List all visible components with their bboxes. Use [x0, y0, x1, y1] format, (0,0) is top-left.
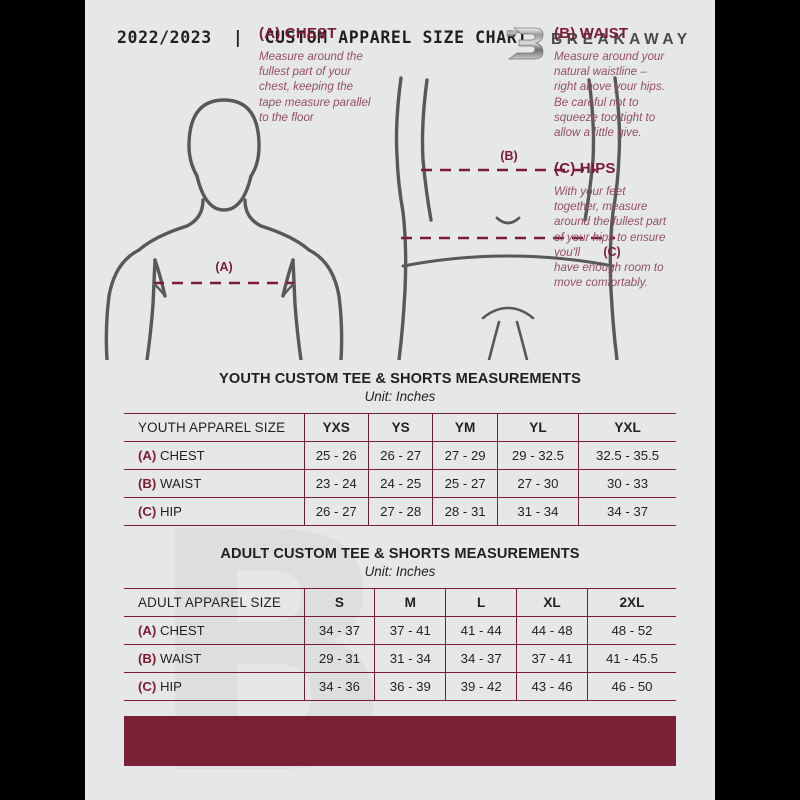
adult-col-0: S	[303, 588, 375, 617]
adult-row-2-tag: (C)	[138, 679, 157, 694]
youth-unit-text: Unit: Inches	[364, 389, 436, 404]
adult-section-title: ADULT CUSTOM TEE & SHORTS MEASUREMENTS U…	[85, 546, 715, 579]
youth-cell-0-1: 26 - 27	[367, 441, 433, 470]
youth-cell-0-0: 25 - 26	[303, 441, 369, 470]
chest-line-label: (A)	[215, 260, 232, 274]
adult-cell-1-3: 37 - 41	[516, 644, 588, 673]
adult-cell-0-3: 44 - 48	[516, 616, 588, 645]
youth-row-0-label: (A) CHEST	[124, 441, 304, 470]
callout-waist-heading: (B) WAIST	[554, 25, 629, 42]
adult-size-label: ADULT APPAREL SIZE	[124, 588, 304, 617]
youth-cell-2-2: 28 - 31	[432, 497, 498, 526]
adult-cell-2-1: 36 - 39	[374, 672, 446, 701]
adult-cell-0-0: 34 - 37	[303, 616, 375, 645]
upper-body-figure	[104, 98, 344, 360]
adult-cell-2-0: 34 - 36	[303, 672, 375, 701]
adult-row-2-label: (C) HIP	[124, 672, 304, 701]
youth-row-2-name: HIP	[159, 504, 182, 519]
youth-cell-2-0: 26 - 27	[303, 497, 369, 526]
adult-cell-2-4: 46 - 50	[586, 672, 676, 701]
adult-cell-2-2: 39 - 42	[445, 672, 517, 701]
adult-cell-1-4: 41 - 45.5	[586, 644, 676, 673]
adult-cell-1-2: 34 - 37	[445, 644, 517, 673]
table-row: (B) WAIST 23 - 24 24 - 25 25 - 27 27 - 3…	[124, 469, 676, 498]
youth-col-4: YXL	[578, 413, 676, 442]
adult-cell-1-0: 29 - 31	[303, 644, 375, 673]
adult-col-1: M	[374, 588, 446, 617]
youth-col-2: YM	[432, 413, 498, 442]
youth-col-3: YL	[496, 413, 579, 442]
adult-size-table: ADULT APPAREL SIZE S M L XL 2XL (A) CHES…	[124, 588, 676, 701]
page-header: 2022/2023 | CUSTOM APPAREL SIZE CHART BR…	[85, 26, 715, 60]
adult-row-0-label: (A) CHEST	[124, 616, 304, 645]
adult-table-header-row: ADULT APPAREL SIZE S M L XL 2XL	[124, 588, 676, 617]
adult-col-4: 2XL	[586, 588, 676, 617]
youth-table-header-row: YOUTH APPAREL SIZE YXS YS YM YL YXL	[124, 413, 676, 442]
table-row: (C) HIP 26 - 27 27 - 28 28 - 31 31 - 34 …	[124, 497, 676, 526]
adult-title-text: ADULT CUSTOM TEE & SHORTS MEASUREMENTS	[220, 546, 580, 562]
youth-cell-0-4: 32.5 - 35.5	[578, 441, 676, 470]
callout-hips: (C) HIPS With your feet together, measur…	[554, 160, 696, 290]
youth-col-0: YXS	[303, 413, 369, 442]
adult-row-1-tag: (B)	[138, 651, 157, 666]
youth-row-1-label: (B) WAIST	[124, 469, 304, 498]
youth-row-2-label: (C) HIP	[124, 497, 304, 526]
youth-cell-2-4: 34 - 37	[578, 497, 676, 526]
youth-section-title: YOUTH CUSTOM TEE & SHORTS MEASUREMENTS U…	[85, 371, 715, 404]
youth-row-0-name: CHEST	[159, 448, 205, 463]
youth-row-1-name: WAIST	[159, 476, 202, 491]
table-row: (A) CHEST 25 - 26 26 - 27 27 - 29 29 - 3…	[124, 441, 676, 470]
brand-name: BREAKAWAY	[551, 31, 692, 48]
adult-col-2: L	[445, 588, 517, 617]
measurement-lines	[153, 168, 615, 285]
youth-cell-2-1: 27 - 28	[367, 497, 433, 526]
adult-row-0-name: CHEST	[159, 623, 205, 638]
youth-row-1-tag: (B)	[138, 476, 157, 491]
adult-row-0-tag: (A)	[138, 623, 157, 638]
youth-row-0-tag: (A)	[138, 448, 157, 463]
adult-cell-2-3: 43 - 46	[516, 672, 588, 701]
adult-row-1-name: WAIST	[159, 651, 202, 666]
table-row: (B) WAIST 29 - 31 31 - 34 34 - 37 37 - 4…	[124, 644, 676, 673]
adult-cell-0-4: 48 - 52	[586, 616, 676, 645]
callout-waist-body: Measure around your natural waistline – …	[554, 50, 665, 140]
adult-row-1-label: (B) WAIST	[124, 644, 304, 673]
youth-col-1: YS	[367, 413, 433, 442]
adult-cell-1-1: 31 - 34	[374, 644, 446, 673]
adult-unit-text: Unit: Inches	[364, 564, 436, 579]
youth-cell-1-2: 25 - 27	[432, 469, 498, 498]
youth-cell-2-3: 31 - 34	[496, 497, 579, 526]
size-chart-page: B 2022/2023 | CUSTOM APPAREL SIZE CHART …	[85, 0, 715, 800]
youth-cell-0-2: 27 - 29	[432, 441, 498, 470]
callout-chest-heading: (A) CHEST	[259, 25, 337, 42]
table-row: (C) HIP 34 - 36 36 - 39 39 - 42 43 - 46 …	[124, 672, 676, 701]
footer-accent-bar	[124, 716, 676, 766]
youth-row-2-tag: (C)	[138, 504, 157, 519]
callout-hips-body: With your feet together, measure around …	[554, 185, 667, 290]
youth-cell-1-4: 30 - 33	[578, 469, 676, 498]
lower-body-figure	[394, 76, 622, 360]
page-title: 2022/2023 | CUSTOM APPAREL SIZE CHART	[117, 28, 528, 47]
callout-chest-body: Measure around the fullest part of your …	[259, 50, 371, 124]
adult-cell-0-2: 41 - 44	[445, 616, 517, 645]
youth-size-table: YOUTH APPAREL SIZE YXS YS YM YL YXL (A) …	[124, 413, 676, 526]
youth-cell-0-3: 29 - 32.5	[496, 441, 579, 470]
youth-title-text: YOUTH CUSTOM TEE & SHORTS MEASUREMENTS	[219, 371, 581, 387]
hip-line-label: (C)	[603, 245, 620, 259]
measure-arrowheads	[152, 282, 296, 297]
adult-row-2-name: HIP	[159, 679, 182, 694]
youth-size-label: YOUTH APPAREL SIZE	[124, 413, 304, 442]
youth-cell-1-1: 24 - 25	[367, 469, 433, 498]
adult-cell-0-1: 37 - 41	[374, 616, 446, 645]
breakaway-b-logo-icon	[506, 27, 544, 60]
waist-line-label: (B)	[500, 149, 517, 163]
callout-hips-heading: (C) HIPS	[554, 160, 616, 177]
callout-chest: (A) CHEST Measure around the fullest par…	[259, 25, 409, 125]
callout-waist: (B) WAIST Measure around your natural wa…	[554, 25, 694, 140]
table-row: (A) CHEST 34 - 37 37 - 41 41 - 44 44 - 4…	[124, 616, 676, 645]
youth-cell-1-0: 23 - 24	[303, 469, 369, 498]
youth-cell-1-3: 27 - 30	[496, 469, 579, 498]
adult-col-3: XL	[516, 588, 588, 617]
body-measurement-figures: (A) (B) (C)	[104, 76, 622, 360]
